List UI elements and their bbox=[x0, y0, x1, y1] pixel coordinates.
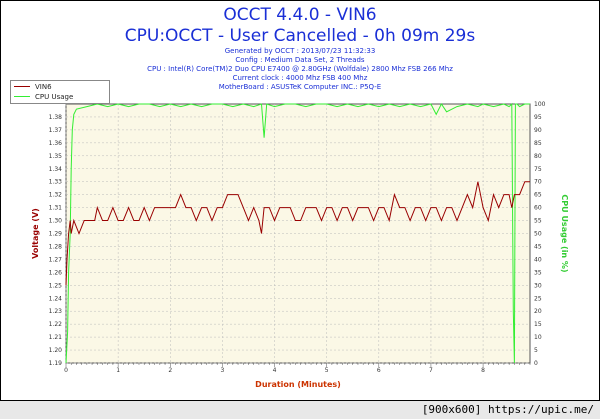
x-tick-label: 3 bbox=[220, 367, 224, 374]
y-left-tick-label: 1.32 bbox=[49, 192, 63, 199]
y-right-tick-label: 100 bbox=[534, 101, 546, 108]
footer-watermark: [900x600] https://upic.me/ bbox=[421, 403, 594, 416]
x-axis-label: Duration (Minutes) bbox=[255, 380, 341, 389]
y-left-tick-label: 1.29 bbox=[49, 231, 63, 238]
legend-swatch-vin6 bbox=[14, 86, 30, 87]
info-cpu: CPU : Intel(R) Core(TM)2 Duo CPU E7400 @… bbox=[147, 65, 453, 73]
y-right-tick-label: 35 bbox=[534, 269, 542, 276]
y-right-tick-label: 25 bbox=[534, 295, 542, 302]
chart-title: OCCT 4.4.0 - VIN6 bbox=[223, 5, 377, 25]
y-right-axis-label: CPU Usage (in %) bbox=[560, 194, 569, 272]
footer-bar: [900x600] https://upic.me/ bbox=[0, 401, 600, 419]
y-left-tick-label: 1.31 bbox=[49, 205, 63, 212]
series-line-cpu-usage bbox=[65, 102, 530, 364]
y-right-tick-label: 70 bbox=[534, 179, 542, 186]
x-tick-label: 5 bbox=[325, 367, 329, 374]
y-right-tick-label: 45 bbox=[534, 243, 542, 250]
y-left-axis-label: Voltage (V) bbox=[31, 208, 40, 259]
y-right-tick-label: 0 bbox=[534, 360, 538, 367]
y-right-tick-label: 20 bbox=[534, 308, 542, 315]
y-left-tick-label: 1.24 bbox=[49, 295, 63, 302]
series-line-vin6 bbox=[65, 181, 530, 286]
y-right-tick-label: 50 bbox=[534, 231, 542, 238]
x-tick-label: 6 bbox=[377, 367, 381, 374]
y-left-tick-label: 1.37 bbox=[49, 127, 63, 134]
y-right-tick-label: 15 bbox=[534, 321, 542, 328]
y-left-tick-label: 1.26 bbox=[49, 269, 63, 276]
y-left-tick-label: 1.38 bbox=[49, 114, 63, 121]
legend-swatch-cpu-usage bbox=[14, 96, 30, 97]
chart-subtitle: CPU:OCCT - User Cancelled - 0h 09m 29s bbox=[124, 26, 476, 46]
y-left-tick-label: 1.30 bbox=[49, 218, 63, 225]
y-left-tick-label: 1.21 bbox=[49, 334, 63, 341]
x-tick-label: 7 bbox=[429, 367, 433, 374]
info-config: Config : Medium Data Set, 2 Threads bbox=[235, 56, 365, 64]
legend-label-vin6: VIN6 bbox=[35, 82, 52, 91]
y-left-tick-label: 1.34 bbox=[49, 166, 63, 173]
y-left-tick-label: 1.23 bbox=[49, 308, 63, 315]
y-right-tick-label: 40 bbox=[534, 256, 542, 263]
y-right-tick-label: 30 bbox=[534, 282, 542, 289]
x-tick-label: 8 bbox=[481, 367, 485, 374]
y-left-tick-label: 1.27 bbox=[49, 256, 63, 263]
x-tick-label: 4 bbox=[273, 367, 277, 374]
x-tick-label: 1 bbox=[116, 367, 120, 374]
y-right-tick-label: 85 bbox=[534, 140, 542, 147]
chart-canvas: 1.19 1.20 1.21 1.22 1.23 1.24 1.25 1.26 1.27 1.28… bbox=[31, 101, 569, 389]
y-left-tick-label: 1.25 bbox=[49, 282, 63, 289]
x-tick-label: 2 bbox=[168, 367, 172, 374]
y-left-tick-label: 1.36 bbox=[49, 140, 63, 147]
y-right-tick-label: 5 bbox=[534, 347, 538, 354]
y-left-tick-label: 1.22 bbox=[49, 321, 63, 328]
y-right-tick-label: 55 bbox=[534, 218, 542, 225]
legend-item-vin6: VIN6 bbox=[14, 82, 52, 91]
legend-label-cpu-usage: CPU Usage bbox=[35, 92, 74, 101]
x-tick-label: 0 bbox=[64, 367, 68, 374]
y-left-tick-label: 1.33 bbox=[49, 179, 63, 186]
y-right-tick-label: 65 bbox=[534, 192, 542, 199]
y-right-tick-label: 95 bbox=[534, 114, 542, 121]
chart-legend: VIN6 CPU Usage bbox=[10, 80, 110, 104]
y-right-tick-label: 80 bbox=[534, 153, 542, 160]
y-left-tick-label: 1.35 bbox=[49, 153, 63, 160]
y-right-tick-label: 60 bbox=[534, 205, 542, 212]
legend-item-cpu-usage: CPU Usage bbox=[14, 92, 73, 101]
y-left-tick-label: 1.28 bbox=[49, 243, 63, 250]
info-motherboard: MotherBoard : ASUSTeK Computer INC.: P5Q… bbox=[218, 83, 382, 91]
y-right-tick-label: 10 bbox=[534, 334, 542, 341]
y-left-tick-label: 1.19 bbox=[49, 360, 63, 367]
y-right-tick-label: 75 bbox=[534, 166, 542, 173]
y-right-tick-label: 90 bbox=[534, 127, 542, 134]
info-generated: Generated by OCCT : 2013/07/23 11:32:33 bbox=[224, 47, 376, 55]
info-clock: Current clock : 4000 Mhz FSB 400 Mhz bbox=[232, 74, 368, 82]
y-left-tick-label: 1.20 bbox=[49, 347, 63, 354]
